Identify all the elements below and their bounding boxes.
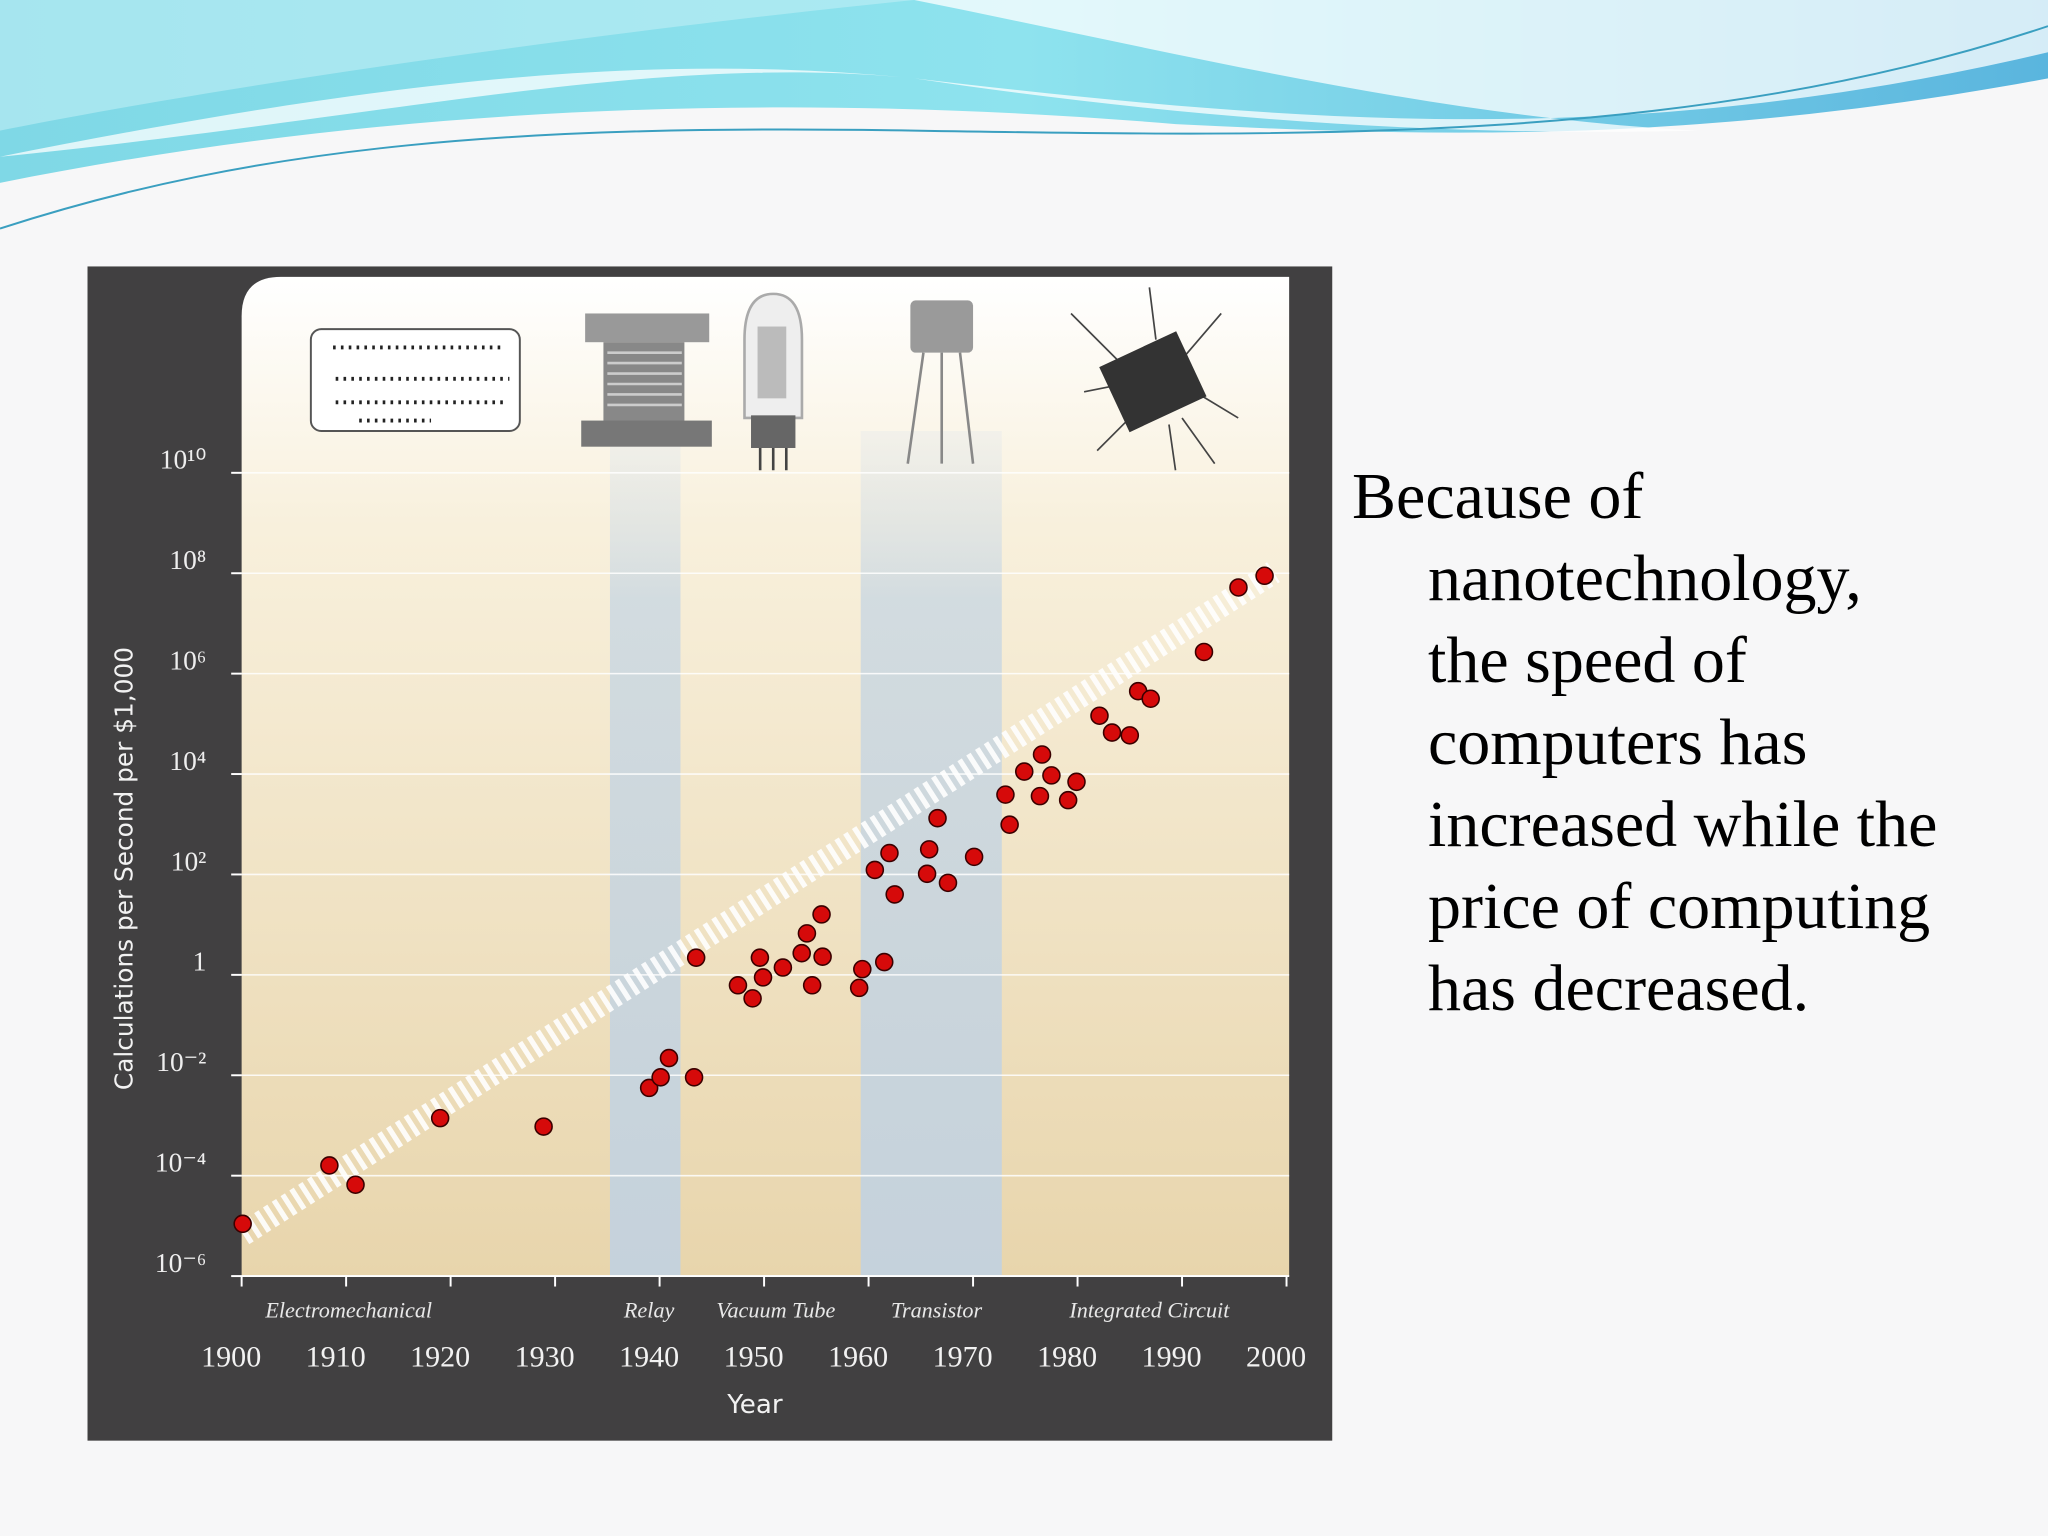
data-point xyxy=(1120,726,1140,745)
data-point xyxy=(802,976,822,995)
integrated-circuit xyxy=(1070,287,1239,471)
data-point xyxy=(797,924,817,943)
data-point xyxy=(1042,766,1061,785)
data-point xyxy=(1229,578,1248,597)
data-point xyxy=(792,943,811,963)
y-tick-label: 10⁸ xyxy=(169,545,206,575)
data-point xyxy=(684,1068,704,1087)
data-point xyxy=(885,885,904,904)
y-tick-label: 10⁻² xyxy=(156,1047,206,1077)
era-label: Vacuum Tube xyxy=(716,1298,835,1323)
data-point xyxy=(659,1048,679,1068)
header-line xyxy=(0,25,2048,230)
x-tick-label: 2000 xyxy=(1246,1341,1306,1374)
y-tick-label: 10⁻⁶ xyxy=(155,1248,206,1278)
x-tick-label: 1990 xyxy=(1142,1341,1202,1374)
data-point xyxy=(753,968,773,987)
data-point xyxy=(1067,772,1086,792)
data-point xyxy=(853,959,872,979)
x-tick-label: 1900 xyxy=(201,1341,261,1374)
data-point xyxy=(812,905,831,924)
data-point xyxy=(928,808,947,828)
data-point xyxy=(639,1078,659,1098)
data-point xyxy=(233,1214,252,1234)
vacuum-tube xyxy=(743,292,804,471)
x-axis-label: Year xyxy=(726,1390,783,1420)
data-point xyxy=(1014,762,1034,781)
data-point xyxy=(1058,790,1078,810)
data-point xyxy=(346,1175,365,1195)
data-point xyxy=(938,873,958,893)
data-point xyxy=(964,847,984,867)
data-point xyxy=(917,864,937,884)
data-point xyxy=(1030,786,1050,806)
y-tick-label: 1 xyxy=(193,947,207,977)
y-tick-label: 10⁶ xyxy=(169,645,206,675)
x-tick-label: 1910 xyxy=(306,1341,366,1374)
data-point xyxy=(1090,706,1109,726)
data-point xyxy=(1000,815,1019,834)
data-point xyxy=(1194,642,1214,662)
data-point xyxy=(320,1156,339,1175)
y-tick-label: 10⁻⁴ xyxy=(155,1148,206,1178)
y-tick-label: 10² xyxy=(171,846,207,876)
data-point xyxy=(773,958,793,977)
transistor xyxy=(906,300,975,464)
data-point xyxy=(874,952,894,972)
y-axis-label: Calculations per Second per $1,000 xyxy=(109,647,138,1090)
data-point xyxy=(1102,723,1122,742)
data-point xyxy=(651,1068,670,1087)
y-tick-label: 10⁴ xyxy=(169,746,206,776)
era-label: Electromechanical xyxy=(264,1298,432,1323)
x-tick-label: 1970 xyxy=(933,1341,993,1374)
x-tick-label: 1930 xyxy=(515,1341,575,1374)
data-point xyxy=(849,978,869,998)
punch-card xyxy=(309,328,521,432)
x-tick-label: 1980 xyxy=(1037,1341,1097,1374)
data-point xyxy=(880,843,899,863)
data-point xyxy=(1032,745,1052,764)
data-point xyxy=(813,947,832,966)
data-point xyxy=(534,1117,553,1136)
y-tick-label: 10¹⁰ xyxy=(160,445,207,475)
x-tick-label: 1920 xyxy=(410,1341,470,1374)
data-point xyxy=(865,860,885,880)
relay xyxy=(581,313,712,447)
plot-panel xyxy=(241,276,1290,1277)
data-point xyxy=(743,989,762,1008)
data-point xyxy=(1255,566,1274,586)
x-tick-label: 1960 xyxy=(828,1341,888,1374)
data-point xyxy=(430,1108,450,1128)
era-label: Transistor xyxy=(891,1298,983,1323)
data-point xyxy=(750,948,770,967)
era-band xyxy=(609,431,681,1277)
header-wave-top xyxy=(0,0,915,131)
era-label: Relay xyxy=(623,1298,675,1323)
era-label: Integrated Circuit xyxy=(1068,1298,1230,1323)
x-tick-label: 1950 xyxy=(724,1341,784,1374)
slide-text: Because of nanotechnology, the speed of … xyxy=(1352,460,1938,1025)
header-wave-light xyxy=(0,0,2048,157)
data-point xyxy=(728,976,748,995)
x-tick-label: 1940 xyxy=(619,1341,679,1374)
data-point xyxy=(1141,689,1160,709)
data-point xyxy=(919,840,939,859)
data-point xyxy=(686,948,706,967)
data-point xyxy=(996,785,1015,804)
